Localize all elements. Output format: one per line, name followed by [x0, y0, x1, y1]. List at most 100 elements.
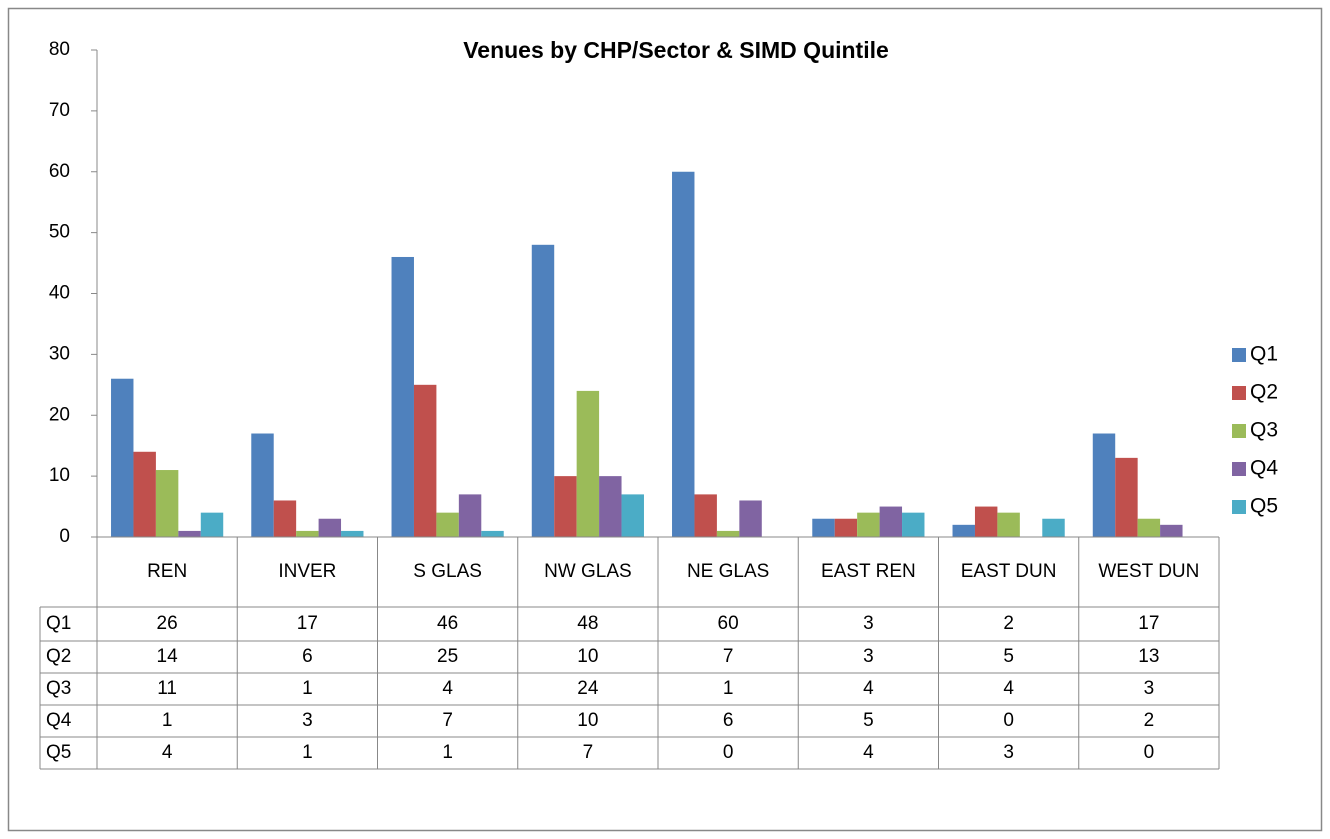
- table-value: 46: [437, 613, 458, 634]
- bar: [902, 512, 925, 537]
- bar: [857, 512, 880, 537]
- bar: [621, 494, 644, 537]
- bar: [812, 518, 835, 537]
- y-tick-label: 50: [49, 222, 70, 243]
- x-tick-label: EAST DUN: [961, 561, 1057, 582]
- x-tick-label: NW GLAS: [544, 561, 632, 582]
- table-value: 25: [437, 646, 458, 667]
- legend-swatch: [1232, 348, 1246, 362]
- y-tick-label: 0: [59, 526, 70, 547]
- chart-frame: [7, 7, 1323, 832]
- table-value: 4: [442, 678, 453, 699]
- table-value: 7: [442, 710, 453, 731]
- table-value: 7: [723, 646, 734, 667]
- legend-label: Q3: [1250, 419, 1278, 442]
- bar: [1092, 433, 1116, 537]
- table-value: 60: [718, 613, 739, 634]
- bar: [178, 530, 201, 537]
- table-value: 4: [162, 742, 173, 763]
- chart-title: Venues by CHP/Sector & SIMD Quintile: [463, 37, 889, 63]
- bar: [391, 256, 414, 537]
- table-value: 1: [442, 742, 453, 763]
- table-row-label: Q5: [46, 742, 71, 763]
- bar: [834, 518, 858, 537]
- table-value: 3: [1144, 678, 1155, 699]
- bar: [251, 433, 274, 537]
- y-tick-label: 10: [49, 465, 70, 486]
- y-tick-label: 80: [49, 39, 70, 60]
- table-value: 11: [157, 678, 177, 699]
- x-tick-label: EAST REN: [821, 561, 916, 582]
- x-tick-label: INVER: [278, 561, 336, 582]
- bar: [111, 378, 134, 537]
- bar: [481, 530, 504, 537]
- x-tick-label: REN: [147, 561, 187, 582]
- legend-swatch: [1232, 500, 1246, 514]
- y-tick-label: 30: [49, 343, 70, 364]
- table-value: 4: [863, 678, 874, 699]
- bar: [1115, 457, 1138, 537]
- bar: [576, 390, 600, 537]
- legend-swatch: [1232, 386, 1246, 400]
- y-tick-label: 20: [49, 404, 70, 425]
- bar: [599, 476, 622, 537]
- table-value: 4: [1003, 678, 1014, 699]
- legend-label: Q4: [1250, 457, 1278, 480]
- bar: [318, 518, 342, 537]
- bar: [133, 451, 156, 537]
- table-value: 14: [157, 646, 179, 667]
- x-tick-label: NE GLAS: [687, 561, 769, 582]
- table-value: 1: [162, 710, 173, 731]
- table-value: 2: [1144, 710, 1155, 731]
- table-value: 4: [863, 742, 874, 763]
- bar: [155, 470, 179, 537]
- bar: [341, 530, 364, 537]
- bar: [997, 512, 1020, 537]
- legend-label: Q5: [1250, 495, 1278, 518]
- table-row-label: Q1: [46, 613, 71, 634]
- table-value: 5: [863, 710, 874, 731]
- legend-label: Q1: [1250, 343, 1278, 366]
- bar: [1042, 518, 1065, 537]
- table-value: 13: [1138, 646, 1159, 667]
- table-value: 0: [723, 742, 734, 763]
- table-value: 3: [302, 710, 313, 731]
- table-value: 26: [157, 613, 178, 634]
- legend-swatch: [1232, 462, 1246, 476]
- bar: [1160, 524, 1183, 537]
- bar: [458, 494, 482, 537]
- x-tick-label: WEST DUN: [1098, 561, 1199, 582]
- bar: [1137, 518, 1161, 537]
- bar: [694, 494, 717, 537]
- y-tick-label: 40: [49, 283, 70, 304]
- table-value: 3: [1003, 742, 1014, 763]
- x-tick-label: S GLAS: [413, 561, 482, 582]
- bar: [952, 524, 975, 537]
- table-value: 5: [1003, 646, 1014, 667]
- table-row-label: Q4: [46, 710, 72, 731]
- bar: [296, 530, 319, 537]
- table-value: 17: [1138, 613, 1159, 634]
- table-row-label: Q2: [46, 646, 71, 667]
- table-value: 7: [583, 742, 594, 763]
- bar: [531, 244, 555, 538]
- bar: [200, 512, 224, 537]
- table-value: 10: [577, 710, 598, 731]
- table-value: 0: [1003, 710, 1014, 731]
- bar: [273, 500, 297, 537]
- table-value: 2: [1003, 613, 1014, 634]
- y-tick-label: 60: [49, 161, 70, 182]
- bar: [739, 500, 762, 537]
- bar: [554, 476, 577, 537]
- table-value: 6: [723, 710, 734, 731]
- bar: [879, 506, 903, 537]
- legend-label: Q2: [1250, 381, 1278, 404]
- table-value: 1: [723, 678, 734, 699]
- legend-swatch: [1232, 424, 1246, 438]
- bar: [974, 506, 998, 537]
- table-value: 17: [297, 613, 318, 634]
- table-value: 6: [302, 646, 313, 667]
- table-value: 1: [302, 742, 313, 763]
- table-value: 3: [863, 613, 874, 634]
